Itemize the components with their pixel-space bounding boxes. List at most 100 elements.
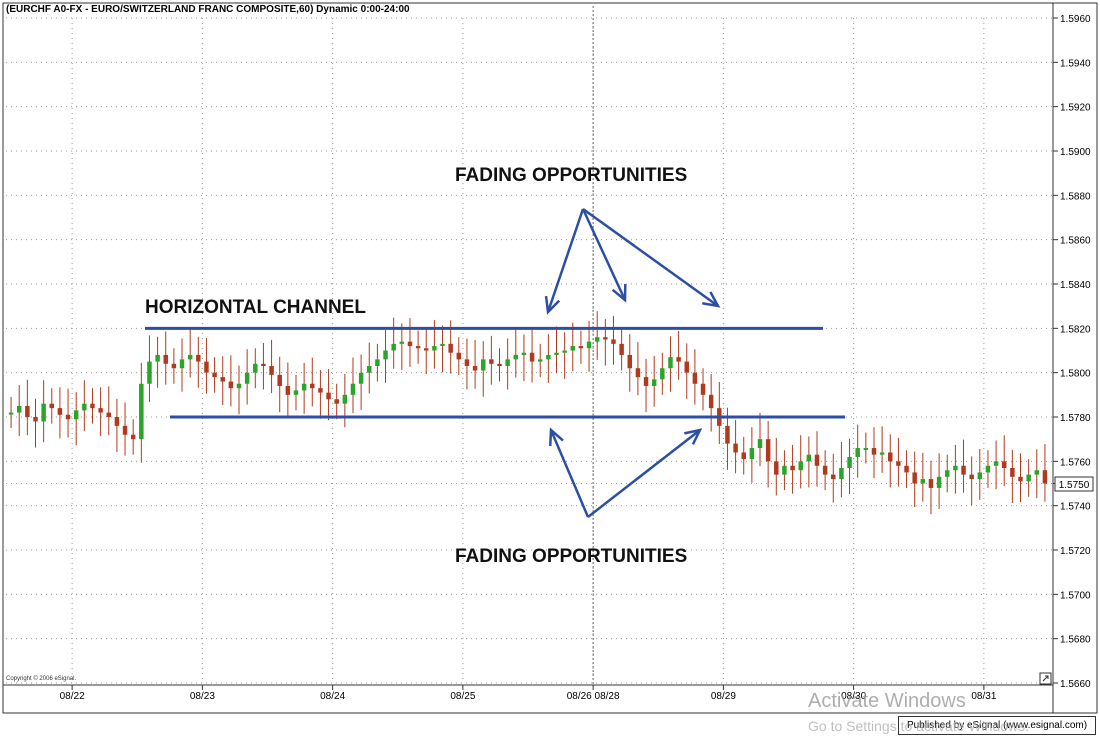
candle-body	[391, 343, 396, 351]
candle-body	[627, 354, 632, 369]
candle-body	[139, 383, 144, 440]
price-axis: 1.5960 1.5940 1.5920 1.5900 1.5880 1.5860 1.58…	[1053, 14, 1091, 690]
candle-body	[122, 425, 128, 435]
arrow-shaft	[549, 429, 590, 518]
y-tick-label: 1.5720	[1060, 546, 1091, 557]
candle-body	[814, 454, 820, 466]
candle-body	[831, 474, 836, 480]
x-tick-label: 08/26 08/28	[567, 691, 620, 702]
candle-body	[879, 452, 885, 455]
candle-body	[41, 403, 46, 422]
candle-body	[155, 354, 160, 362]
y-tick-label: 1.5920	[1060, 103, 1091, 114]
candle-body	[1042, 470, 1048, 484]
candle-body	[993, 461, 999, 466]
candle-body	[472, 366, 478, 371]
candle-body	[73, 410, 79, 420]
candle-body	[236, 383, 242, 389]
y-tick-label: 1.5800	[1060, 369, 1091, 380]
candle-body	[212, 372, 217, 378]
candle-body	[310, 383, 315, 389]
candle-body	[782, 465, 787, 475]
candlesticks	[8, 311, 1048, 515]
candle-body	[676, 357, 681, 362]
candle-body	[301, 383, 307, 391]
candle-body	[928, 479, 934, 488]
candle-body	[692, 372, 698, 384]
candle-body	[253, 363, 258, 373]
candle-body	[912, 472, 917, 484]
x-tick-label: 08/25	[450, 691, 475, 702]
candle-body	[407, 341, 413, 347]
candle-body	[839, 467, 844, 480]
chart-title: (EURCHF A0-FX - EURO/SWITZERLAND FRANC C…	[6, 4, 410, 15]
candle-body	[25, 405, 30, 417]
candle-body	[228, 381, 234, 389]
candle-body	[660, 368, 665, 380]
y-tick-label: 1.5860	[1060, 236, 1091, 247]
candle-body	[171, 363, 177, 369]
candle-body	[456, 352, 462, 360]
candle-body	[114, 417, 120, 426]
candle-body	[1010, 467, 1015, 477]
candle-body	[969, 474, 974, 480]
candle-body	[774, 461, 779, 475]
arrow-head	[548, 427, 564, 447]
candle-body	[586, 341, 592, 349]
x-tick-label: 08/22	[60, 691, 85, 702]
candle-body	[130, 434, 136, 440]
candle-body	[293, 390, 299, 395]
candle-body	[684, 361, 689, 373]
candle-body	[855, 448, 860, 457]
candle-body	[187, 354, 193, 360]
candle-body	[358, 372, 364, 384]
arrow-shaft	[581, 208, 627, 301]
y-tick-label: 1.5880	[1060, 191, 1091, 202]
arrow-shaft	[587, 429, 701, 518]
candle-body	[204, 361, 209, 373]
candle-body	[888, 452, 893, 462]
arrow-head	[702, 291, 721, 308]
candle-body	[570, 346, 576, 351]
candle-body	[1026, 474, 1031, 482]
candle-body	[424, 348, 429, 351]
y-tick-label: 1.5820	[1060, 324, 1091, 335]
candle-body	[863, 448, 869, 451]
candle-body	[1001, 461, 1007, 468]
x-tick-label: 08/29	[711, 691, 736, 702]
expand-icon[interactable]	[1039, 672, 1052, 685]
candle-body	[603, 337, 608, 340]
candle-body	[619, 343, 624, 355]
candle-body	[513, 354, 519, 360]
y-tick-label: 1.5660	[1060, 679, 1091, 690]
y-tick-label: 1.5960	[1060, 14, 1091, 25]
y-tick-label: 1.5780	[1060, 413, 1091, 424]
candle-body	[318, 388, 323, 393]
candle-body	[537, 359, 543, 362]
candle-body	[220, 377, 225, 382]
arrow-shaft	[582, 207, 719, 308]
candle-body	[594, 337, 600, 342]
candle-body	[147, 361, 152, 384]
activation-watermark: Activate Windows	[808, 690, 966, 712]
candle-body	[1034, 470, 1040, 475]
gridlines	[6, 6, 1053, 685]
y-tick-label: 1.5700	[1060, 590, 1091, 601]
candle-body	[749, 448, 755, 460]
x-tick-label: 08/30	[841, 691, 866, 702]
candle-body	[57, 408, 63, 415]
candle-body	[635, 368, 641, 378]
candle-body	[521, 352, 527, 355]
candle-body	[871, 448, 877, 455]
candle-body	[757, 439, 763, 449]
candle-body	[668, 357, 673, 369]
candle-body	[733, 443, 738, 453]
candle-body	[961, 465, 966, 475]
activation-watermark-sub: Go to Settings to activate Windows.	[808, 718, 1029, 734]
x-tick-label: 08/24	[320, 691, 345, 702]
candle-body	[375, 359, 380, 367]
candle-body	[708, 394, 714, 409]
candle-body	[399, 341, 405, 344]
